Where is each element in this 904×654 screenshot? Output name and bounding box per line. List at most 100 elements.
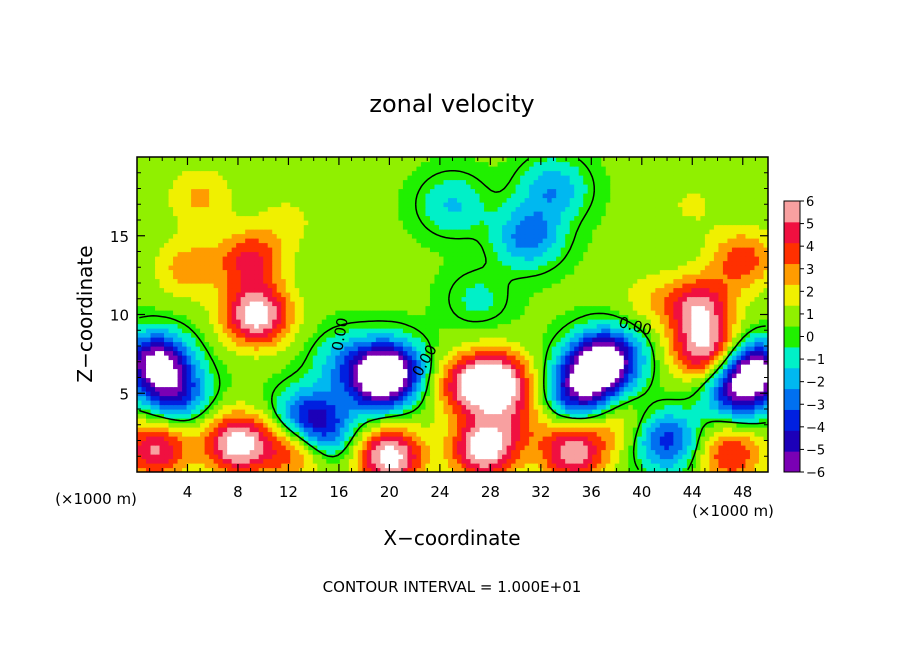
heatmap-cell xyxy=(475,382,481,388)
heatmap-cell xyxy=(308,467,314,472)
heatmap-cell xyxy=(718,400,724,406)
heatmap-cell xyxy=(159,332,165,338)
heatmap-cell xyxy=(686,409,692,415)
heatmap-cell xyxy=(150,413,156,419)
heatmap-cell xyxy=(623,449,629,455)
heatmap-cell xyxy=(222,458,228,464)
heatmap-cell xyxy=(691,445,697,451)
heatmap-cell xyxy=(362,346,368,352)
heatmap-cell xyxy=(497,350,503,356)
heatmap-cell xyxy=(736,341,742,347)
heatmap-cell xyxy=(159,395,165,401)
heatmap-cell xyxy=(515,449,521,455)
heatmap-cell xyxy=(353,422,359,428)
heatmap-cell xyxy=(150,467,156,472)
heatmap-cell xyxy=(709,467,715,472)
heatmap-cell xyxy=(402,454,409,460)
heatmap-cell xyxy=(614,413,620,419)
heatmap-cell xyxy=(267,409,273,415)
heatmap-cell xyxy=(402,427,409,433)
heatmap-cell xyxy=(605,341,611,347)
heatmap-cell xyxy=(592,332,598,338)
heatmap-cell xyxy=(200,359,206,365)
heatmap-cell xyxy=(727,440,733,446)
heatmap-cell xyxy=(218,377,224,383)
heatmap-cell xyxy=(533,440,539,446)
heatmap-cell xyxy=(438,458,445,464)
heatmap-cell xyxy=(677,323,683,329)
heatmap-cell xyxy=(542,431,548,437)
heatmap-cell xyxy=(659,386,665,392)
heatmap-cell xyxy=(722,319,729,325)
heatmap-cell xyxy=(632,409,638,415)
heatmap-cell xyxy=(713,346,720,352)
heatmap-cell xyxy=(384,422,390,428)
heatmap-cell xyxy=(276,458,282,464)
heatmap-cell xyxy=(348,413,354,419)
heatmap-cell xyxy=(506,445,512,451)
heatmap-cell xyxy=(267,413,273,419)
heatmap-cell xyxy=(357,328,363,334)
heatmap-cell xyxy=(506,323,512,329)
heatmap-cell xyxy=(713,409,720,415)
heatmap-cell xyxy=(182,454,188,460)
heatmap-cell xyxy=(461,427,467,433)
heatmap-cell xyxy=(529,454,535,460)
heatmap-cell xyxy=(303,413,309,419)
heatmap-cell xyxy=(137,409,143,415)
heatmap-cell xyxy=(299,341,305,347)
heatmap-cell xyxy=(718,395,724,401)
heatmap-cell xyxy=(668,350,674,356)
heatmap-cell xyxy=(596,350,602,356)
heatmap-cell xyxy=(438,373,445,379)
heatmap-cell xyxy=(740,395,747,401)
heatmap-cell xyxy=(186,341,192,347)
heatmap-cell xyxy=(195,364,201,370)
heatmap-cell xyxy=(438,337,445,343)
heatmap-cell xyxy=(452,404,458,410)
heatmap-cell xyxy=(533,377,539,383)
heatmap-cell xyxy=(209,463,215,469)
heatmap-cell xyxy=(384,355,390,361)
heatmap-cell xyxy=(321,346,327,352)
heatmap-cell xyxy=(727,346,733,352)
heatmap-cell xyxy=(601,404,607,410)
heatmap-cell xyxy=(348,391,354,397)
heatmap-cell xyxy=(281,463,287,469)
heatmap-cell xyxy=(168,355,174,361)
heatmap-cell xyxy=(668,458,674,464)
heatmap-cell xyxy=(533,350,539,356)
heatmap-cell xyxy=(402,467,409,472)
heatmap-cell xyxy=(159,364,165,370)
heatmap-cell xyxy=(312,463,318,469)
heatmap-cell xyxy=(321,332,327,338)
heatmap-cell xyxy=(700,386,706,392)
heatmap-cell xyxy=(222,314,228,320)
heatmap-cell xyxy=(754,341,760,347)
heatmap-cell xyxy=(497,373,503,379)
heatmap-cell xyxy=(520,314,526,320)
heatmap-cell xyxy=(384,323,390,329)
heatmap-cell xyxy=(344,467,350,472)
heatmap-cell xyxy=(520,346,526,352)
heatmap-cell xyxy=(700,350,706,356)
heatmap-cell xyxy=(565,409,571,415)
heatmap-cell xyxy=(416,427,422,433)
heatmap-cell xyxy=(565,359,571,365)
heatmap-cell xyxy=(281,364,287,370)
heatmap-cell xyxy=(380,391,386,397)
heatmap-cell xyxy=(646,382,652,388)
heatmap-cell xyxy=(461,373,467,379)
heatmap-cell xyxy=(650,409,656,415)
heatmap-cell xyxy=(583,440,589,446)
heatmap-cell xyxy=(475,422,481,428)
heatmap-cell xyxy=(339,332,345,338)
heatmap-cell xyxy=(429,445,436,451)
heatmap-cell xyxy=(303,377,309,383)
heatmap-cell xyxy=(285,440,291,446)
heatmap-cell xyxy=(290,409,296,415)
heatmap-cell xyxy=(574,377,580,383)
heatmap-cell xyxy=(556,328,562,334)
heatmap-cell xyxy=(339,355,345,361)
heatmap-cell xyxy=(691,328,697,334)
